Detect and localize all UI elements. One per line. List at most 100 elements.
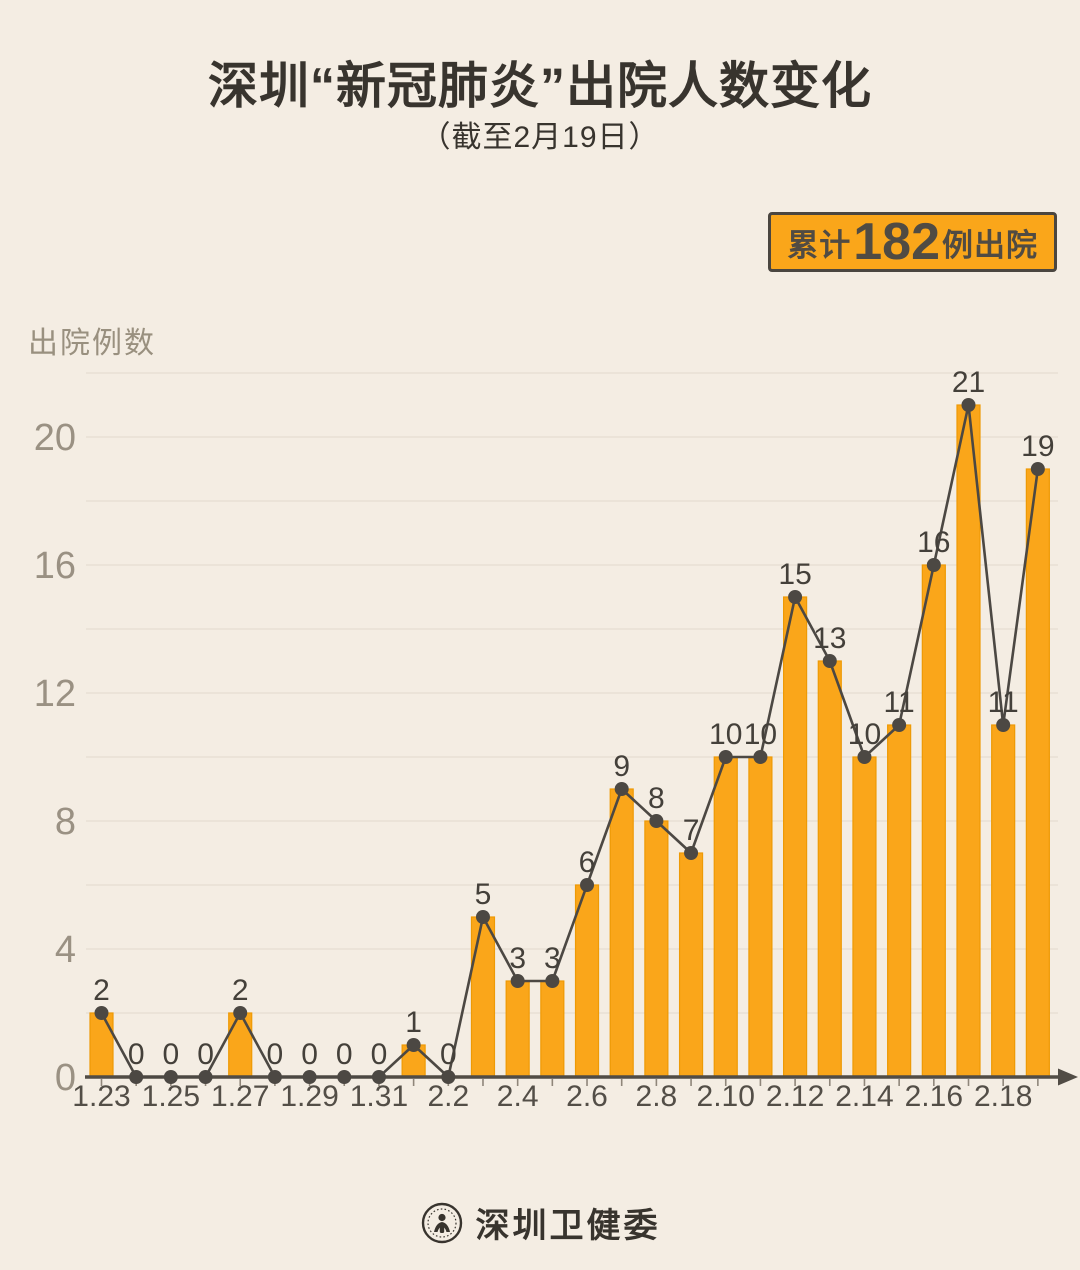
data-point [1030, 462, 1045, 476]
value-label: 5 [475, 878, 492, 911]
data-point [614, 782, 629, 796]
health-commission-emblem-icon [421, 1202, 462, 1243]
data-point [475, 910, 490, 924]
data-point [267, 1070, 282, 1084]
bar [852, 756, 877, 1078]
value-label: 21 [952, 366, 985, 399]
bar [505, 980, 530, 1078]
value-label: 0 [440, 1038, 457, 1071]
value-label: 3 [544, 942, 561, 975]
bar [574, 884, 600, 1078]
bar [817, 660, 842, 1078]
value-label: 16 [917, 526, 950, 559]
bar [991, 724, 1016, 1078]
value-label: 3 [509, 942, 526, 975]
data-point [198, 1070, 213, 1084]
data-point [684, 846, 699, 860]
value-label: 8 [648, 782, 665, 815]
value-label: 0 [371, 1038, 388, 1071]
x-tick-label: 1.31 [350, 1080, 408, 1113]
value-label: 7 [683, 814, 700, 847]
value-label: 11 [884, 686, 915, 719]
data-point [545, 974, 560, 988]
x-tick-label: 2.2 [427, 1080, 469, 1113]
data-point [996, 718, 1011, 732]
data-point [371, 1070, 386, 1084]
total-badge: 累计 182 例出院 [768, 212, 1057, 272]
page-subtitle: （截至2月19日） [420, 121, 660, 154]
data-point [926, 558, 941, 572]
footer: 深圳卫健委 [0, 1198, 1080, 1247]
y-tick-label: 12 [34, 673, 76, 715]
y-tick-label: 8 [55, 801, 76, 843]
bar [887, 724, 912, 1078]
data-point [337, 1070, 352, 1084]
bar [782, 596, 808, 1078]
value-label: 0 [267, 1038, 284, 1071]
y-tick-label: 4 [55, 929, 76, 971]
x-tick-label: 2.6 [566, 1080, 608, 1113]
data-point [822, 654, 837, 668]
bar [678, 852, 704, 1078]
data-point [649, 814, 664, 828]
data-point [94, 1006, 109, 1020]
value-label: 10 [848, 718, 881, 751]
chart-area: 0 4 8 12 16 20 1.23 1.25 1.27 1.29 1.31 2.2 2.4 2.6 2.… [0, 350, 1080, 1145]
data-point [857, 750, 872, 764]
y-axis-title: 出院例数 [28, 327, 156, 360]
value-label: 13 [813, 622, 846, 655]
data-point [961, 398, 976, 412]
y-tick-label: 16 [34, 545, 76, 587]
x-tick-label: 2.12 [766, 1080, 824, 1113]
bar [1025, 468, 1050, 1078]
data-point [718, 750, 733, 764]
x-tick-label: 2.8 [636, 1080, 678, 1113]
data-point [788, 590, 803, 604]
y-tick-label: 20 [34, 417, 76, 459]
y-tick-label: 0 [55, 1057, 76, 1099]
x-axis-arrow-icon [1058, 1068, 1078, 1086]
data-point [163, 1070, 178, 1084]
value-label: 0 [128, 1038, 145, 1071]
value-label: 19 [1021, 430, 1054, 463]
x-tick-label: 2.14 [835, 1080, 893, 1113]
value-label: 15 [778, 558, 811, 591]
page-title: 深圳“新冠肺炎”出院人数变化 [208, 58, 872, 114]
badge-suffix: 例出院 [942, 227, 1038, 263]
value-label: 1 [405, 1006, 422, 1039]
x-tick-label: 1.23 [72, 1080, 130, 1113]
data-point [406, 1038, 421, 1052]
bar [748, 756, 773, 1078]
footer-org-name: 深圳卫健委 [475, 1207, 661, 1245]
value-label: 10 [744, 718, 777, 751]
data-point [129, 1070, 144, 1084]
badge-prefix: 累计 [787, 227, 852, 263]
value-label: 2 [232, 974, 249, 1007]
bar [470, 916, 496, 1078]
data-point [892, 718, 907, 732]
value-label: 0 [301, 1038, 318, 1071]
x-tick-label: 2.4 [497, 1080, 539, 1113]
bar [89, 1012, 114, 1078]
badge-total-number: 182 [853, 213, 940, 271]
bar [956, 404, 981, 1078]
data-point [441, 1070, 456, 1084]
bar [540, 980, 565, 1078]
bar [609, 788, 634, 1078]
x-tick-label: 1.27 [211, 1080, 269, 1113]
bar [713, 756, 738, 1078]
data-point [302, 1070, 317, 1084]
bar [644, 820, 669, 1078]
data-point [510, 974, 525, 988]
value-label: 0 [163, 1038, 180, 1071]
x-tick-label: 2.16 [905, 1080, 963, 1113]
value-label: 9 [613, 750, 630, 783]
x-tick-label: 1.25 [142, 1080, 200, 1113]
bar [921, 564, 946, 1078]
data-point [580, 878, 595, 892]
x-tick-label: 2.18 [974, 1080, 1032, 1113]
value-label: 0 [336, 1038, 353, 1071]
value-label: 2 [93, 974, 110, 1007]
